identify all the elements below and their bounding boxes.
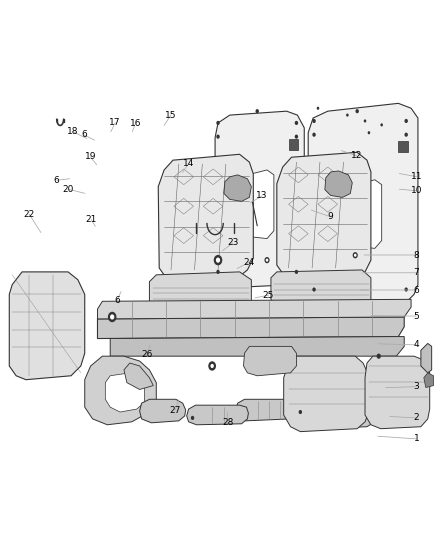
Text: 18: 18 bbox=[67, 127, 79, 136]
Polygon shape bbox=[187, 405, 248, 425]
Text: 20: 20 bbox=[62, 185, 74, 193]
Polygon shape bbox=[140, 399, 186, 423]
Text: 11: 11 bbox=[411, 172, 422, 181]
Polygon shape bbox=[9, 272, 85, 379]
Polygon shape bbox=[85, 356, 156, 425]
Polygon shape bbox=[158, 154, 253, 278]
Text: 1: 1 bbox=[413, 434, 419, 443]
Circle shape bbox=[210, 364, 214, 368]
Bar bbox=[289, 139, 298, 150]
Circle shape bbox=[295, 270, 298, 274]
Circle shape bbox=[404, 119, 408, 123]
Text: 5: 5 bbox=[413, 312, 419, 321]
Text: 19: 19 bbox=[85, 152, 96, 161]
Polygon shape bbox=[124, 363, 153, 390]
Circle shape bbox=[299, 410, 302, 414]
Circle shape bbox=[353, 252, 358, 259]
Text: 7: 7 bbox=[413, 268, 419, 277]
Text: 12: 12 bbox=[351, 151, 362, 160]
Circle shape bbox=[216, 270, 220, 274]
Circle shape bbox=[255, 109, 259, 113]
Circle shape bbox=[265, 257, 270, 263]
Circle shape bbox=[110, 314, 114, 320]
Text: 24: 24 bbox=[244, 258, 254, 267]
Text: 28: 28 bbox=[222, 418, 233, 426]
Polygon shape bbox=[306, 405, 377, 429]
Text: 9: 9 bbox=[328, 212, 333, 221]
Text: 14: 14 bbox=[183, 159, 194, 167]
Text: 8: 8 bbox=[413, 251, 419, 260]
Polygon shape bbox=[110, 336, 404, 356]
Circle shape bbox=[404, 133, 408, 137]
Circle shape bbox=[367, 131, 370, 134]
Polygon shape bbox=[277, 152, 371, 278]
Text: 22: 22 bbox=[24, 210, 35, 219]
Circle shape bbox=[317, 107, 319, 110]
Text: 16: 16 bbox=[130, 119, 141, 128]
Text: 21: 21 bbox=[85, 215, 97, 224]
Circle shape bbox=[216, 134, 220, 139]
Polygon shape bbox=[224, 175, 251, 201]
Polygon shape bbox=[284, 356, 369, 432]
Text: 3: 3 bbox=[413, 382, 419, 391]
Circle shape bbox=[356, 109, 359, 113]
Circle shape bbox=[312, 133, 316, 137]
Circle shape bbox=[216, 121, 220, 125]
Circle shape bbox=[380, 123, 383, 126]
Polygon shape bbox=[240, 170, 274, 239]
Polygon shape bbox=[365, 356, 430, 429]
Polygon shape bbox=[236, 399, 298, 421]
Circle shape bbox=[312, 287, 316, 292]
Circle shape bbox=[191, 416, 194, 420]
Text: 6: 6 bbox=[114, 296, 120, 305]
Polygon shape bbox=[244, 346, 297, 376]
Text: 25: 25 bbox=[263, 290, 274, 300]
Circle shape bbox=[404, 287, 408, 292]
Circle shape bbox=[346, 114, 349, 117]
Text: 4: 4 bbox=[413, 341, 419, 349]
Circle shape bbox=[364, 119, 366, 123]
Polygon shape bbox=[328, 248, 350, 268]
Text: 27: 27 bbox=[170, 406, 181, 415]
Circle shape bbox=[354, 254, 357, 257]
Text: 15: 15 bbox=[165, 110, 177, 119]
Text: 6: 6 bbox=[54, 176, 60, 185]
Polygon shape bbox=[98, 300, 411, 319]
Circle shape bbox=[295, 121, 298, 125]
Text: 26: 26 bbox=[141, 350, 152, 359]
Polygon shape bbox=[149, 272, 251, 311]
Text: 2: 2 bbox=[413, 414, 419, 423]
Text: 6: 6 bbox=[81, 131, 87, 139]
Text: 10: 10 bbox=[411, 186, 422, 195]
Circle shape bbox=[108, 312, 117, 322]
Text: 17: 17 bbox=[110, 118, 121, 127]
Circle shape bbox=[377, 353, 381, 359]
Text: 23: 23 bbox=[227, 238, 238, 247]
Circle shape bbox=[266, 259, 268, 262]
Circle shape bbox=[214, 255, 223, 265]
Polygon shape bbox=[308, 103, 418, 307]
Polygon shape bbox=[105, 373, 145, 412]
Circle shape bbox=[312, 119, 316, 123]
Polygon shape bbox=[421, 343, 432, 373]
Text: 6: 6 bbox=[413, 286, 419, 295]
Circle shape bbox=[216, 257, 220, 263]
Bar bbox=[398, 141, 408, 152]
Circle shape bbox=[295, 134, 298, 139]
Polygon shape bbox=[325, 171, 352, 197]
Polygon shape bbox=[347, 180, 381, 248]
Text: 13: 13 bbox=[256, 191, 268, 200]
Polygon shape bbox=[98, 317, 404, 338]
Polygon shape bbox=[271, 270, 371, 307]
Circle shape bbox=[208, 361, 216, 370]
Polygon shape bbox=[215, 111, 304, 288]
Polygon shape bbox=[424, 373, 434, 387]
